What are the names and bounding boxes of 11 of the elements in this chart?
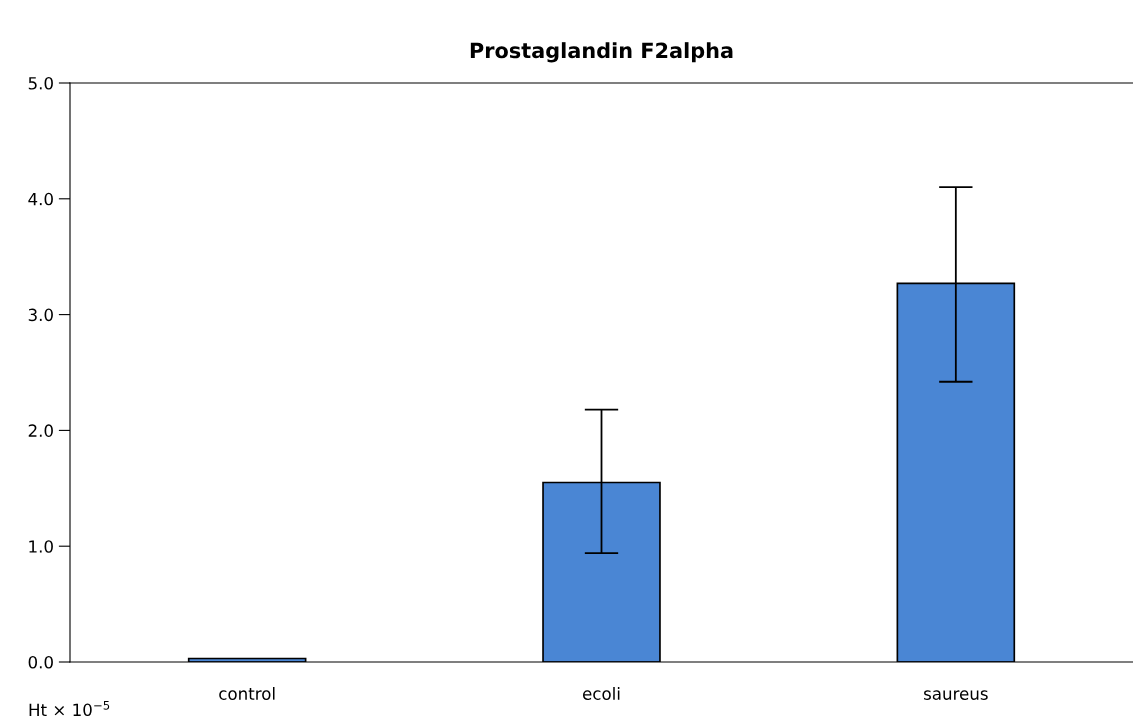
y-axis-title: Ht × 10$^{−5}$ — [29, 701, 110, 717]
y-tick-label: 2.0 — [28, 424, 53, 437]
y-tick-label: 5.0 — [28, 76, 53, 90]
y-tick-label: 1.0 — [29, 540, 53, 553]
x-tick-label: saureus — [924, 690, 988, 700]
x-tick-label: control — [219, 687, 275, 700]
y-tick-label: 0.0 — [28, 655, 53, 669]
y-tick-label: 4.0 — [28, 192, 53, 206]
y-tick-label: 3.0 — [28, 308, 53, 322]
chart-title: Prostaglandin F2alpha — [470, 42, 733, 63]
x-tick-label: ecoli — [582, 687, 620, 700]
